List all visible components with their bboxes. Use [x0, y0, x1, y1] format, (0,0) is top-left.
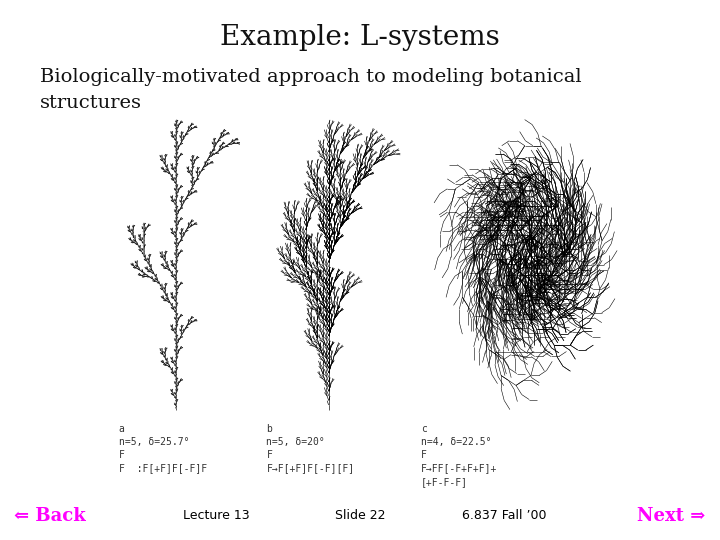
Text: Next ⇒: Next ⇒: [637, 507, 706, 525]
Text: Lecture 13: Lecture 13: [183, 509, 249, 522]
Text: Biologically-motivated approach to modeling botanical: Biologically-motivated approach to model…: [40, 68, 581, 85]
Text: c
n=4, δ=22.5°
F
F→FF[-F+F+F]+
[+F-F-F]: c n=4, δ=22.5° F F→FF[-F+F+F]+ [+F-F-F]: [421, 424, 498, 487]
Text: 6.837 Fall ’00: 6.837 Fall ’00: [462, 509, 546, 522]
Text: structures: structures: [40, 94, 142, 112]
Text: Example: L-systems: Example: L-systems: [220, 24, 500, 51]
Text: a
n=5, δ=25.7°
F
F  :F[+F]F[-F]F: a n=5, δ=25.7° F F :F[+F]F[-F]F: [119, 424, 207, 474]
Text: Slide 22: Slide 22: [335, 509, 385, 522]
Text: ⇐ Back: ⇐ Back: [14, 507, 86, 525]
Text: b
n=5, δ=20°
F
F→F[+F]F[-F][F]: b n=5, δ=20° F F→F[+F]F[-F][F]: [266, 424, 354, 474]
